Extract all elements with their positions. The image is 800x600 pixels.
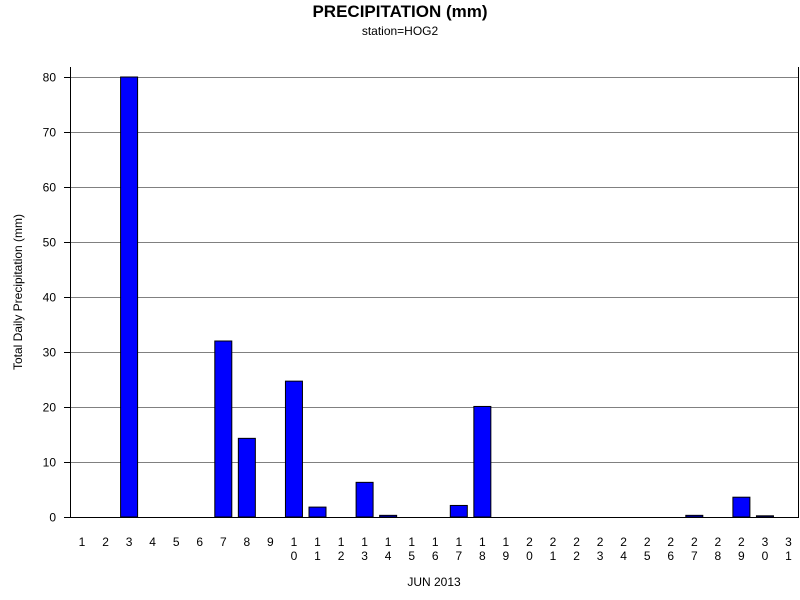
bar	[473, 405, 492, 518]
y-tick-label: 30	[43, 346, 57, 360]
x-tick-labels: 1 2 3 4 5 6 7 8 9 1 01 11 21 31 41 51 61 71 81 92 02 12 22 32 42…	[79, 535, 793, 563]
y-tick-label: 40	[43, 291, 57, 305]
grid	[70, 77, 799, 463]
x-tick-label: 9	[267, 535, 274, 549]
y-tick-label: 20	[43, 401, 57, 415]
bar	[308, 506, 327, 518]
y-tick-labels: 0 10 20 30 40 50 60 70 80	[43, 71, 57, 525]
y-tick-label: 70	[43, 126, 57, 140]
x-tick-label: 1	[79, 535, 86, 549]
x-tick-label: 7	[220, 535, 227, 549]
y-tick-label: 50	[43, 236, 57, 250]
bar	[685, 514, 704, 518]
bar	[214, 340, 233, 518]
bar	[237, 437, 256, 518]
y-tick-label: 0	[49, 511, 56, 525]
y-axis-label: Total Daily Precipitation (mm)	[11, 214, 25, 370]
x-tick-label: 3	[126, 535, 133, 549]
bar	[732, 496, 751, 518]
axes	[64, 67, 799, 518]
x-tick-label: 6	[196, 535, 203, 549]
bar	[755, 515, 774, 518]
x-axis-label: JUN 2013	[407, 575, 461, 589]
x-tick-label: 4	[149, 535, 156, 549]
x-tick-label: 8	[244, 535, 251, 549]
bar	[355, 481, 374, 518]
bar	[284, 380, 303, 518]
y-tick-label: 60	[43, 181, 57, 195]
chart-title: PRECIPITATION (mm)	[312, 2, 487, 21]
y-tick-label: 80	[43, 71, 57, 85]
bar	[379, 514, 398, 518]
bar	[449, 504, 468, 518]
chart-subtitle: station=HOG2	[362, 24, 439, 38]
x-tick-label: 5	[173, 535, 180, 549]
x-tick-label: 2	[102, 535, 109, 549]
y-tick-label: 10	[43, 456, 57, 470]
bar	[120, 76, 139, 518]
